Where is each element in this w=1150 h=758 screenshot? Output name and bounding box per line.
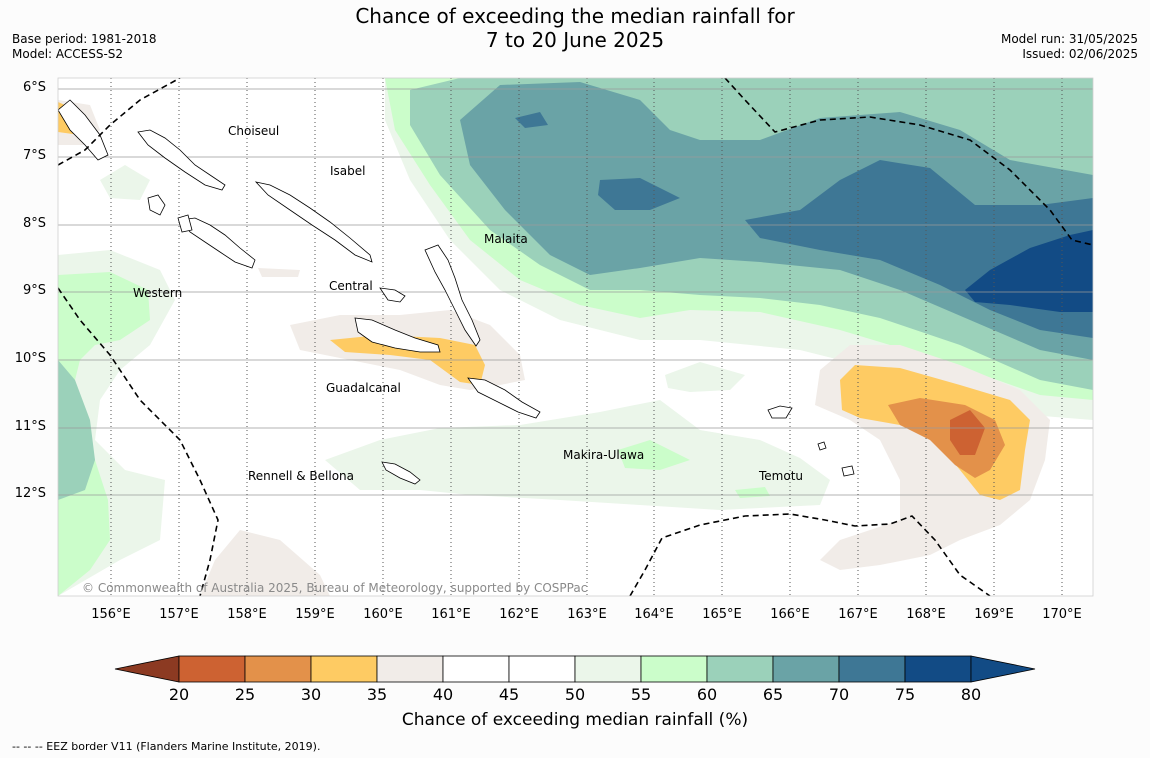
contour-west-60 <box>58 272 150 596</box>
latitude-grid <box>58 88 1093 496</box>
region-label-temotu: Temotu <box>759 469 804 483</box>
region-label-isabel: Isabel <box>330 164 366 178</box>
region-label-western: Western <box>133 286 183 300</box>
colorbar-tick-label: 55 <box>630 685 652 704</box>
lat-label-12s: 12°S <box>14 486 46 501</box>
contour-central-60 <box>618 440 770 498</box>
contour-40-guadalcanal <box>330 335 485 385</box>
colorbar-cell <box>640 655 708 683</box>
lon-label-168e: 168°E <box>906 607 946 622</box>
lon-label-167e: 167°E <box>838 607 878 622</box>
colorbar-tick-label: 70 <box>828 685 850 704</box>
colorbar-tick-label: 80 <box>960 685 982 704</box>
island-malaita <box>424 244 481 347</box>
contour-80 <box>965 230 1093 312</box>
model-label: Model: ACCESS-S2 <box>12 47 124 61</box>
lon-label-170e: 170°E <box>1042 607 1082 622</box>
eez-border <box>58 78 1093 596</box>
lon-label-160e: 160°E <box>363 607 403 622</box>
lon-label-169e: 169°E <box>974 607 1014 622</box>
island-bougainville <box>58 99 109 161</box>
region-label-rennell: Rennell & Bellona <box>248 469 355 483</box>
colorbar-tick-label: 45 <box>498 685 520 704</box>
region-label-guadalcanal: Guadalcanal <box>326 381 401 395</box>
colorbar-cell <box>376 655 444 683</box>
island-guadalcanal <box>354 317 441 353</box>
colorbar-cell <box>178 655 246 683</box>
island-makira <box>467 377 541 419</box>
lat-label-11s: 11°S <box>14 419 46 434</box>
colorbar-under-arrow <box>114 655 180 683</box>
colorbar-cell <box>310 655 378 683</box>
lat-label-9s: 9°S <box>22 283 46 298</box>
lon-label-159e: 159°E <box>295 607 335 622</box>
colorbar-cell <box>442 655 510 683</box>
lat-label-8s: 8°S <box>22 216 46 231</box>
lon-label-162e: 162°E <box>499 607 539 622</box>
colorbar-tick-label: 25 <box>234 685 256 704</box>
colorbar <box>114 655 1036 683</box>
colorbar-cell <box>838 655 906 683</box>
lon-label-157e: 157°E <box>159 607 199 622</box>
colorbar-cell <box>574 655 642 683</box>
island-choiseul <box>137 129 226 191</box>
contour-30-temotu <box>950 410 985 455</box>
colorbar-tick-label: 30 <box>300 685 322 704</box>
colorbar-tick-label: 60 <box>696 685 718 704</box>
map-title-line2: 7 to 20 June 2025 <box>485 28 665 52</box>
lon-label-163e: 163°E <box>567 607 607 622</box>
lat-label-6s: 6°S <box>22 80 46 95</box>
copyright-notice: © Commonwealth of Australia 2025, Bureau… <box>82 581 588 595</box>
colorbar-tick-label: 20 <box>168 685 190 704</box>
island-new-georgia <box>179 217 256 269</box>
region-label-choiseul: Choiseul <box>228 124 280 138</box>
colorbar-tick-label: 75 <box>894 685 916 704</box>
region-label-makira: Makira-Ulawa <box>563 448 645 462</box>
colorbar-over-arrow <box>970 655 1036 683</box>
colorbar-cell <box>508 655 576 683</box>
lon-label-166e: 166°E <box>770 607 810 622</box>
colorbar-cell <box>772 655 840 683</box>
model-run-label: Model run: 31/05/2025 <box>1000 32 1138 46</box>
map-frame <box>57 77 1094 597</box>
colorbar-cell <box>904 655 972 683</box>
island-central <box>379 287 406 303</box>
map-body <box>58 78 1093 596</box>
colorbar-tick-label: 35 <box>366 685 388 704</box>
lon-label-161e: 161°E <box>431 607 471 622</box>
colorbar-tick-label: 40 <box>432 685 454 704</box>
contour-west-65 <box>58 360 95 500</box>
lon-label-164e: 164°E <box>634 607 674 622</box>
lat-label-10s: 10°S <box>14 351 46 366</box>
colorbar-tick-label: 50 <box>564 685 586 704</box>
colorbar-cells <box>178 655 972 683</box>
island-coastlines <box>58 99 855 485</box>
lat-label-7s: 7°S <box>22 148 46 163</box>
island-santa-cruz <box>767 405 855 477</box>
island-rennell <box>381 461 421 485</box>
lon-label-165e: 165°E <box>702 607 742 622</box>
map-title-line1: Chance of exceeding the median rainfall … <box>355 4 795 28</box>
island-isabel <box>254 181 373 263</box>
region-label-malaita: Malaita <box>484 232 528 246</box>
contour-central-55b <box>100 165 745 392</box>
issued-label: Issued: 02/06/2025 <box>1022 47 1138 61</box>
colorbar-tick-label: 65 <box>762 685 784 704</box>
lon-label-156e: 156°E <box>91 607 131 622</box>
colorbar-cell <box>706 655 774 683</box>
colorbar-title: Chance of exceeding median rainfall (%) <box>401 710 749 730</box>
lon-label-158e: 158°E <box>227 607 267 622</box>
base-period-label: Base period: 1981-2018 <box>12 32 157 46</box>
eez-footnote: -- -- -- EEZ border V11 (Flanders Marine… <box>12 740 321 753</box>
colorbar-cell <box>244 655 312 683</box>
island-vella <box>147 194 193 233</box>
region-label-central: Central <box>329 279 373 293</box>
